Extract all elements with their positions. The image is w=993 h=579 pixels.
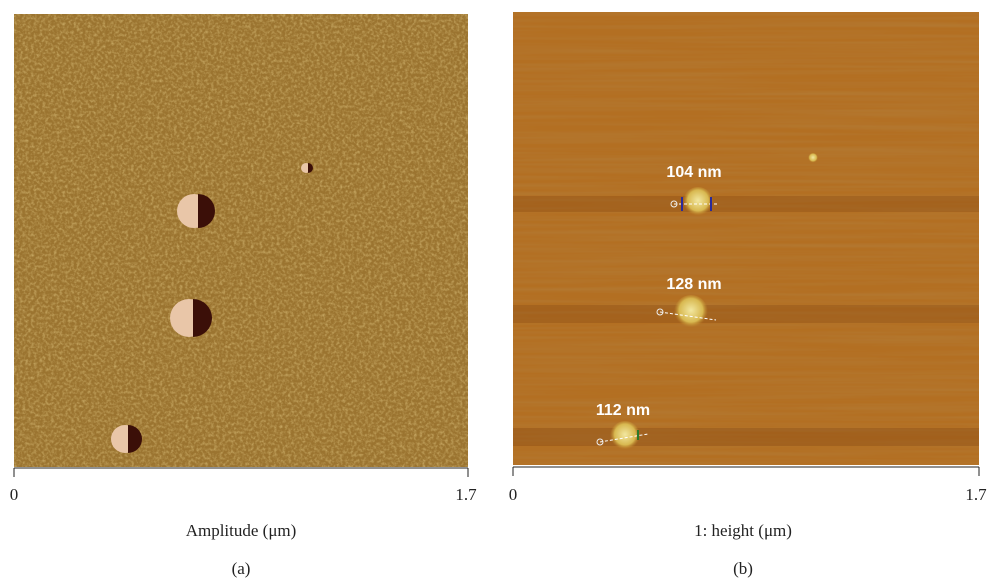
tick-label: 1.7 <box>455 485 477 504</box>
tick-label: 0 <box>509 485 518 504</box>
tick-label: 1.7 <box>965 485 987 504</box>
axis-label: Amplitude (μm) <box>186 521 297 540</box>
axis-label: 1: height (μm) <box>694 521 792 540</box>
height-image: 104 nm 128 nm 112 nm <box>513 12 979 465</box>
figure: 104 nm 128 nm 112 nm 0 1.7 Amplitude (μm… <box>0 0 993 579</box>
axis-b: 0 1.7 1: height (μm) (b) <box>509 467 987 578</box>
caption: (b) <box>733 559 753 578</box>
amplitude-image <box>14 14 468 467</box>
axis-a: 0 1.7 Amplitude (μm) (a) <box>10 468 477 578</box>
tick-label: 0 <box>10 485 19 504</box>
caption: (a) <box>232 559 251 578</box>
annotation: 128 nm <box>666 276 721 293</box>
annotation: 112 nm <box>596 402 650 419</box>
annotation: 104 nm <box>666 164 721 181</box>
page: 104 nm 128 nm 112 nm 0 1.7 Amplitude (μm… <box>0 0 993 579</box>
